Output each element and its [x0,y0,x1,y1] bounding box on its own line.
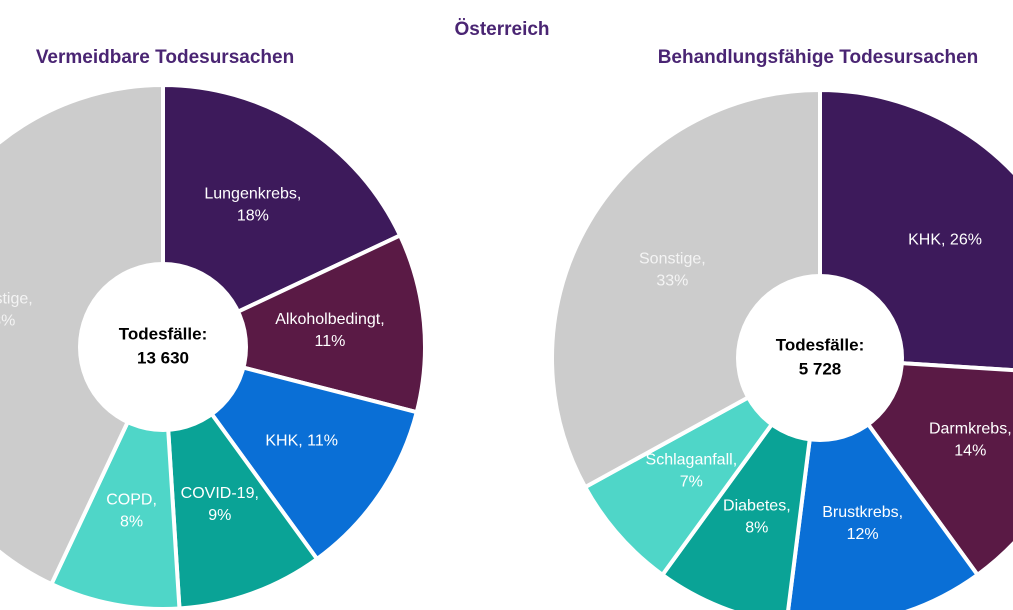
slice-label: Lungenkrebs, 18% [204,186,301,225]
chart-title: Behandlungsfähige Todesursachen [658,47,979,68]
slice-label-line: 11% [315,333,346,350]
center-label: Todesfälle: [119,324,207,343]
slice-label-line: Brustkrebs, [822,504,903,521]
slice-label-line: 43% [0,313,15,330]
slice-label-line: 18% [237,208,269,225]
center-hole [736,274,904,442]
center-total: 5 728 [799,359,842,378]
slice-label-line: KHK, 26% [908,232,982,249]
slice-label-line: Sonstige, [0,291,33,308]
slice-label-line: 33% [656,273,688,290]
slice-label-line: Sonstige, [639,251,706,268]
slice-label: Darmkrebs, 14% [929,421,1012,460]
center-label: Todesfälle: [776,335,864,354]
slice-label: KHK, 26% [908,232,982,249]
slice-label-line: 8% [745,520,768,537]
slice-label-line: 7% [680,474,703,491]
slice-label-line: 9% [208,507,231,524]
slice-label-line: Diabetes, [723,498,791,515]
slice-label: COVID-19, 9% [181,485,259,524]
center-hole [78,262,248,432]
slice-label: Brustkrebs, 12% [822,504,903,543]
pie-slice [161,83,403,349]
slice-label-line: Lungenkrebs, [204,186,301,203]
slice-label-line: 14% [954,443,986,460]
slice-label-line: COVID-19, [181,485,259,502]
slice-label: Sonstige, 33% [639,251,706,290]
slice-label: Alkoholbedingt, 11% [275,311,384,350]
slice-label: Schlaganfall, 7% [646,452,738,491]
slice-label-line: 12% [847,526,879,543]
slice-label-line: Darmkrebs, [929,421,1012,438]
slice-label-line: COPD, [106,492,157,509]
slice-label-line: Schlaganfall, [646,452,738,469]
slice-label: Diabetes, 8% [723,498,791,537]
slice-label: Sonstige, 43% [0,291,33,330]
center-total: 13 630 [137,348,189,367]
page-title: Österreich [454,19,549,40]
slice-label-line: 8% [120,514,143,531]
slice-label: KHK, 11% [265,432,338,449]
slice-label-line: Alkoholbedingt, [275,311,384,328]
pie-slice [161,233,427,415]
slice-label: COPD, 8% [106,492,157,531]
chart-title: Vermeidbare Todesursachen [36,47,294,68]
slice-label-line: KHK, 11% [265,432,338,449]
